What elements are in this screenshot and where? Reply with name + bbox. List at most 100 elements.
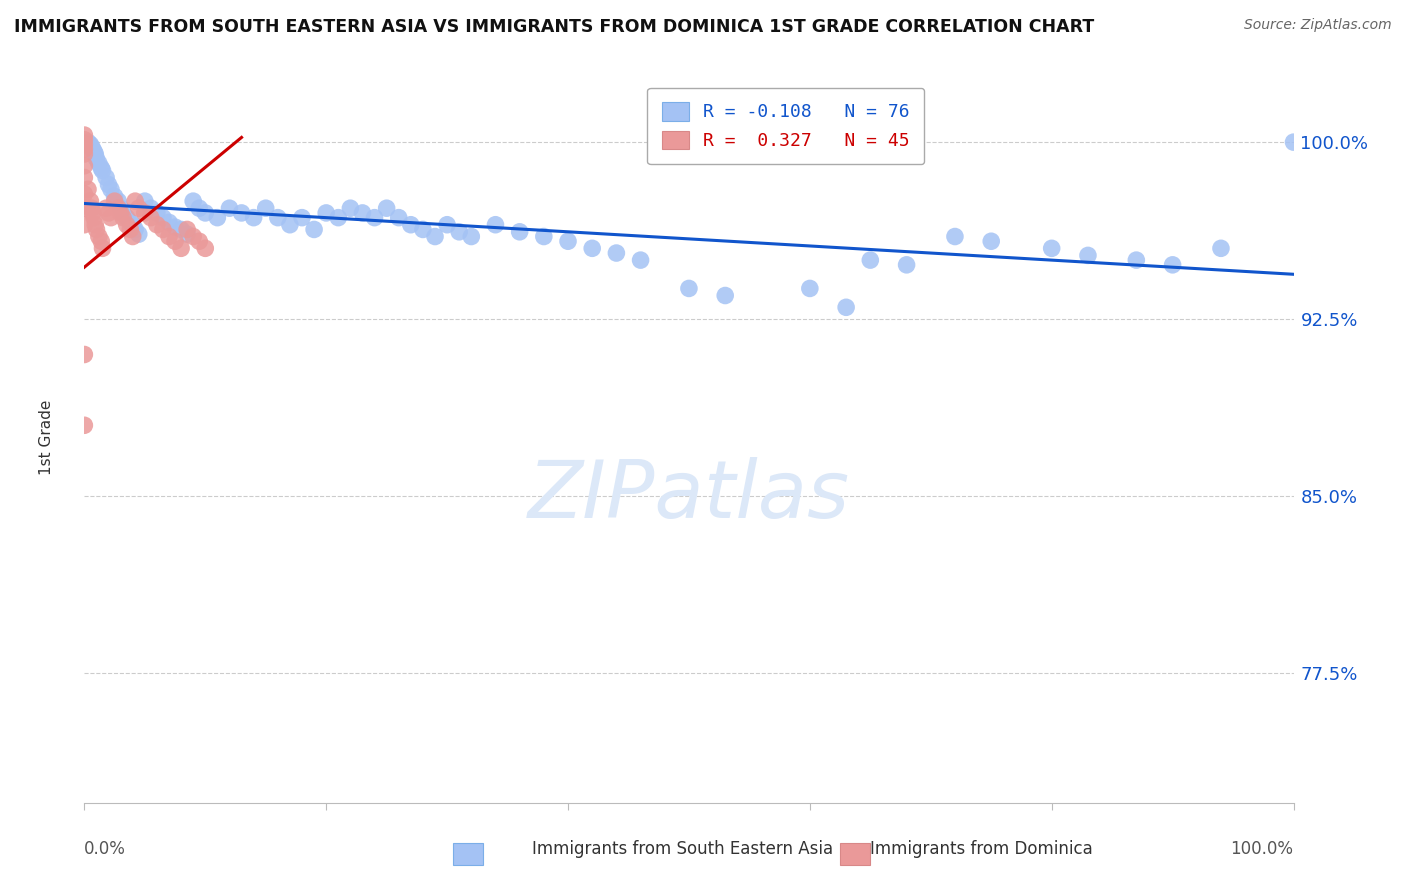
- Point: [1282, 135, 1305, 149]
- Point: [1209, 241, 1232, 255]
- Point: [146, 206, 169, 220]
- Point: [90, 161, 112, 175]
- Point: [73, 142, 96, 156]
- Point: [157, 229, 180, 244]
- Point: [73, 147, 96, 161]
- Point: [278, 218, 301, 232]
- Point: [115, 211, 138, 225]
- Point: [170, 241, 193, 255]
- Point: [267, 211, 290, 225]
- Point: [139, 211, 162, 225]
- Point: [121, 229, 143, 244]
- Point: [375, 201, 398, 215]
- Point: [83, 145, 105, 159]
- Point: [91, 163, 114, 178]
- Point: [449, 225, 471, 239]
- Point: [181, 229, 204, 244]
- Point: [120, 222, 142, 236]
- Point: [110, 201, 132, 215]
- Point: [79, 137, 101, 152]
- Point: [124, 222, 146, 236]
- Point: [412, 222, 434, 236]
- Point: [87, 229, 110, 244]
- Point: [1040, 241, 1063, 255]
- Point: [181, 194, 204, 208]
- Point: [980, 234, 1002, 248]
- Point: [73, 418, 96, 433]
- Text: Source: ZipAtlas.com: Source: ZipAtlas.com: [1244, 18, 1392, 32]
- Point: [73, 187, 96, 202]
- Point: [835, 301, 858, 315]
- Point: [73, 128, 96, 142]
- Point: [176, 227, 198, 242]
- Text: Immigrants from Dominica: Immigrants from Dominica: [870, 840, 1092, 858]
- Point: [352, 206, 374, 220]
- Point: [124, 194, 146, 208]
- Point: [97, 178, 120, 192]
- Point: [110, 206, 132, 220]
- Point: [157, 215, 180, 229]
- Point: [80, 201, 103, 215]
- Point: [134, 206, 156, 220]
- Point: [128, 227, 150, 242]
- Point: [115, 218, 138, 232]
- FancyBboxPatch shape: [453, 843, 484, 865]
- Point: [242, 211, 264, 225]
- Point: [302, 222, 325, 236]
- Point: [194, 206, 217, 220]
- Point: [100, 182, 122, 196]
- Text: 0.0%: 0.0%: [84, 840, 127, 858]
- Point: [73, 218, 96, 232]
- Legend: R = -0.108   N = 76, R =  0.327   N = 45: R = -0.108 N = 76, R = 0.327 N = 45: [647, 87, 924, 164]
- Point: [1077, 248, 1099, 262]
- Point: [896, 258, 918, 272]
- Point: [139, 201, 162, 215]
- Point: [80, 140, 103, 154]
- Point: [121, 218, 143, 232]
- Point: [339, 201, 361, 215]
- Point: [509, 225, 531, 239]
- Point: [107, 201, 129, 215]
- Point: [328, 211, 350, 225]
- FancyBboxPatch shape: [841, 843, 870, 865]
- Point: [73, 201, 96, 215]
- Point: [90, 234, 112, 248]
- Point: [188, 234, 211, 248]
- Point: [291, 211, 314, 225]
- Point: [152, 222, 174, 236]
- Point: [87, 156, 110, 170]
- Point: [100, 211, 122, 225]
- Point: [231, 206, 253, 220]
- Text: IMMIGRANTS FROM SOUTH EASTERN ASIA VS IMMIGRANTS FROM DOMINICA 1ST GRADE CORRELA: IMMIGRANTS FROM SOUTH EASTERN ASIA VS IM…: [14, 18, 1094, 36]
- Point: [73, 137, 96, 152]
- Point: [188, 201, 211, 215]
- Point: [112, 211, 135, 225]
- Point: [943, 229, 966, 244]
- Point: [94, 170, 117, 185]
- Point: [630, 253, 652, 268]
- Point: [165, 220, 187, 235]
- Point: [399, 218, 422, 232]
- Point: [84, 147, 107, 161]
- Point: [363, 211, 385, 225]
- Point: [134, 194, 156, 208]
- Point: [86, 152, 108, 166]
- Point: [82, 142, 104, 156]
- Point: [714, 288, 737, 302]
- Point: [460, 229, 482, 244]
- Point: [678, 281, 700, 295]
- Point: [170, 222, 193, 236]
- Point: [120, 215, 142, 229]
- Point: [436, 218, 458, 232]
- Point: [83, 211, 105, 225]
- Point: [77, 135, 100, 149]
- Point: [82, 206, 104, 220]
- Text: 100.0%: 100.0%: [1230, 840, 1294, 858]
- Point: [91, 241, 114, 255]
- Point: [1125, 253, 1147, 268]
- Point: [581, 241, 603, 255]
- Point: [605, 246, 627, 260]
- Point: [94, 201, 117, 215]
- Point: [194, 241, 217, 255]
- Point: [86, 222, 108, 236]
